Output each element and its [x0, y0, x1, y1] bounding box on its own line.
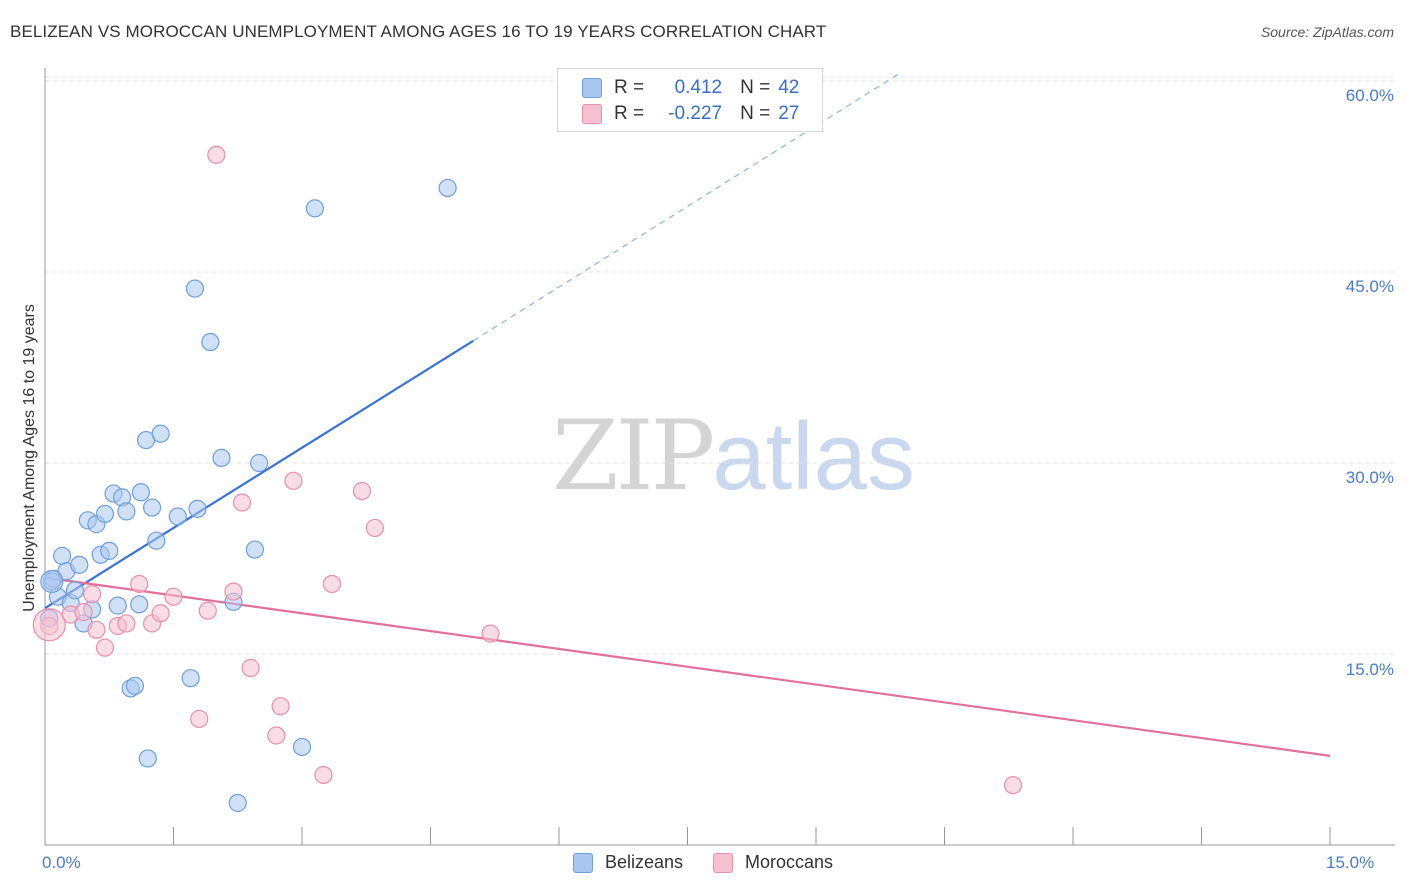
legend-swatch — [713, 852, 733, 873]
y-axis-label: Unemployment Among Ages 16 to 19 years — [21, 304, 38, 612]
belizean-point — [138, 749, 157, 768]
belizean-point — [181, 669, 200, 688]
belizean-point — [151, 424, 170, 443]
legend-swatch — [572, 852, 593, 873]
moroccan-point — [95, 638, 115, 657]
legend-label: Moroccans — [745, 852, 834, 872]
legend-row-moroccans: R = -0.227 N = 27 — [582, 102, 799, 126]
chart-title: BELIZEAN VS MOROCCAN UNEMPLOYMENT AMONG … — [10, 22, 827, 41]
moroccan-point — [207, 145, 226, 164]
moroccan-point — [198, 601, 217, 620]
moroccan-point — [232, 493, 252, 512]
belizean-point — [147, 531, 166, 550]
moroccan-point — [224, 582, 243, 601]
moroccan-point — [481, 624, 500, 643]
moroccan-point — [322, 574, 342, 594]
moroccan-point — [117, 614, 136, 633]
legend-swatch — [582, 78, 602, 98]
belizean-point — [228, 793, 247, 813]
trend-lines — [44, 71, 1331, 757]
watermark-zip: ZIP — [552, 400, 715, 512]
belizean-point — [95, 504, 115, 524]
moroccan-point — [87, 620, 106, 639]
belizean-point — [292, 737, 312, 757]
moroccan-point — [74, 602, 93, 622]
belizean-point — [117, 502, 136, 521]
trend-line-belizeans-extension — [473, 71, 902, 342]
axes — [44, 68, 1395, 846]
belizean-point — [250, 453, 269, 473]
moroccan-point — [284, 471, 303, 490]
moroccan-point — [267, 726, 286, 745]
r-label: R = — [614, 77, 645, 98]
belizean-point — [131, 483, 151, 502]
moroccan-point — [241, 658, 260, 678]
n-value: 27 — [778, 103, 800, 124]
moroccan-point — [314, 765, 333, 785]
y-tick-label: 45.0% — [1345, 277, 1394, 296]
moroccan-point — [32, 608, 66, 642]
legend-swatch — [582, 104, 602, 124]
gridlines — [45, 76, 1395, 655]
belizean-point — [130, 595, 149, 614]
r-label: R = — [614, 103, 645, 124]
moroccan-point — [352, 481, 372, 501]
belizean-point — [125, 676, 145, 695]
data-points — [32, 145, 1023, 813]
n-value: 42 — [778, 77, 800, 98]
n-label: N = — [740, 77, 771, 98]
legend-label: Belizeans — [604, 852, 683, 872]
belizean-point — [185, 279, 205, 298]
watermark-atlas: atlas — [712, 403, 915, 510]
moroccan-point — [271, 697, 290, 716]
belizean-point — [70, 555, 89, 574]
belizean-point — [201, 332, 220, 352]
belizean-point — [305, 199, 324, 218]
x-tick-label: 0.0% — [42, 853, 81, 872]
moroccan-point — [365, 518, 384, 538]
moroccan-point — [130, 574, 149, 594]
x-tick-label: 15.0% — [1326, 853, 1375, 872]
belizean-point — [438, 178, 457, 198]
belizean-point — [100, 541, 119, 560]
belizean-point — [168, 507, 187, 526]
moroccan-point — [151, 604, 170, 623]
moroccan-point — [83, 585, 102, 604]
legend-item-belizeans: Belizeans — [572, 852, 683, 873]
belizean-point — [142, 498, 162, 517]
belizean-point — [245, 540, 264, 559]
moroccan-point — [164, 587, 183, 606]
watermark: ZIPatlas — [552, 400, 915, 512]
legend-row-belizeans: R = 0.412 N = 42 — [582, 76, 799, 100]
y-tick-label: 15.0% — [1345, 660, 1394, 679]
trend-line-moroccans — [44, 576, 1331, 757]
y-tick-label: 60.0% — [1345, 86, 1394, 105]
correlation-legend: R = 0.412 N = 42 R = -0.227 N = 27 — [557, 68, 823, 132]
series-legend: Belizeans Moroccans — [0, 852, 1406, 873]
legend-item-moroccans: Moroccans — [713, 852, 833, 873]
n-label: N = — [740, 103, 771, 124]
source-label: Source: ZipAtlas.com — [1260, 24, 1394, 40]
r-value: -0.227 — [668, 103, 723, 124]
trend-line-belizeans — [44, 339, 474, 610]
moroccan-point — [1003, 776, 1023, 795]
belizean-point — [53, 546, 72, 566]
belizean-point — [108, 596, 127, 615]
belizean-point — [188, 499, 207, 518]
y-tick-label: 30.0% — [1345, 468, 1394, 487]
belizean-point — [212, 448, 231, 468]
belizean-point — [65, 581, 85, 600]
r-value: 0.412 — [674, 77, 723, 98]
belizean-point — [40, 569, 64, 594]
moroccan-point — [190, 709, 209, 729]
